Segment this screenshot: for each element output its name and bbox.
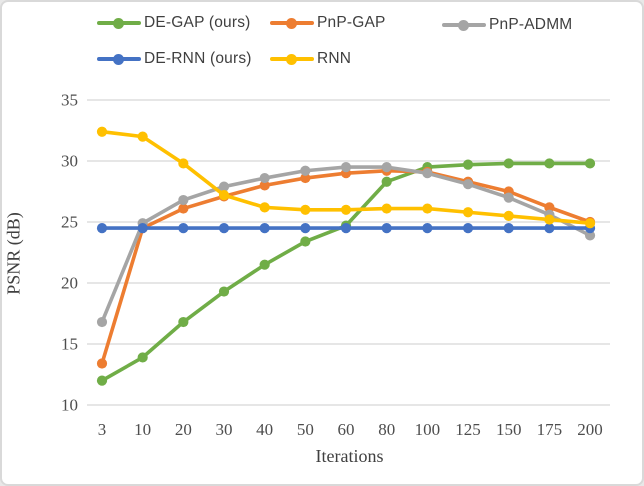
data-point-de-gap-ours-200: [584, 158, 596, 169]
legend-marker-pnp-admm: [442, 16, 486, 34]
series-de-rnn-ours: [96, 223, 596, 234]
x-tick-label: 80: [378, 420, 395, 439]
data-point-de-rnn-ours-50: [300, 223, 311, 234]
legend-marker-rnn: [270, 50, 314, 68]
x-tick-label: 200: [577, 420, 603, 439]
data-point-pnp-admm-30: [218, 181, 230, 192]
data-point-rnn-150: [503, 210, 514, 221]
data-point-rnn-175: [544, 214, 555, 225]
series-pnp-gap: [96, 165, 596, 369]
legend-label-pnp-gap: PnP-GAP: [317, 14, 386, 31]
chart-legend: DE-GAP (ours) PnP-GAP PnP-ADMM DE-RNN (o…: [2, 2, 642, 82]
x-tick-label: 10: [134, 420, 151, 439]
x-tick-label: 125: [455, 420, 481, 439]
legend-item-de-gap: DE-GAP (ours): [97, 12, 251, 34]
data-point-de-gap-ours-10: [137, 352, 148, 363]
legend-marker-de-gap: [97, 14, 141, 32]
data-point-pnp-admm-20: [178, 194, 189, 206]
data-point-de-rnn-ours-60: [340, 223, 352, 234]
data-point-rnn-80: [381, 203, 392, 214]
data-point-rnn-30: [218, 190, 230, 201]
data-point-rnn-3: [96, 126, 108, 137]
data-point-pnp-gap-175: [544, 202, 555, 213]
legend-label-pnp-admm: PnP-ADMM: [489, 16, 573, 33]
data-point-pnp-admm-3: [96, 316, 108, 328]
data-point-pnp-admm-50: [300, 165, 311, 176]
data-point-de-gap-ours-80: [381, 176, 392, 187]
y-tick-label: 10: [61, 396, 78, 415]
data-point-pnp-admm-200: [584, 230, 596, 241]
data-point-pnp-admm-80: [381, 162, 392, 173]
data-point-rnn-10: [137, 131, 148, 142]
x-tick-label: 100: [415, 420, 441, 439]
data-point-rnn-125: [462, 207, 474, 218]
y-tick-label: 20: [61, 274, 78, 293]
x-tick-label: 60: [338, 420, 355, 439]
data-point-de-rnn-ours-175: [544, 223, 555, 234]
x-tick-label: 150: [496, 420, 522, 439]
data-point-de-gap-ours-30: [218, 286, 230, 297]
y-tick-label: 25: [61, 213, 78, 232]
x-axis-title: Iterations: [315, 446, 384, 466]
data-point-de-rnn-ours-100: [422, 223, 433, 234]
data-point-de-rnn-ours-40: [259, 223, 270, 234]
legend-item-pnp-gap: PnP-GAP: [270, 12, 386, 34]
x-tick-label: 50: [297, 420, 314, 439]
legend-label-de-rnn: DE-RNN (ours): [144, 50, 252, 67]
data-point-de-gap-ours-3: [96, 375, 108, 386]
data-point-rnn-50: [300, 204, 311, 215]
data-point-de-rnn-ours-10: [137, 223, 148, 234]
legend-label-rnn: RNN: [317, 50, 352, 67]
legend-marker-pnp-gap: [270, 14, 314, 32]
x-tick-label: 40: [256, 420, 273, 439]
y-axis-title: PSNR (dB): [3, 212, 24, 295]
data-point-de-gap-ours-50: [300, 236, 311, 247]
series-de-gap-ours: [96, 158, 596, 386]
data-point-rnn-60: [340, 204, 352, 215]
data-point-de-gap-ours-125: [462, 159, 474, 170]
series-pnp-admm: [96, 162, 596, 328]
data-point-de-rnn-ours-20: [178, 223, 189, 234]
data-point-de-gap-ours-40: [259, 259, 270, 270]
data-point-de-rnn-ours-150: [503, 223, 514, 234]
data-point-de-rnn-ours-30: [218, 223, 230, 234]
data-point-de-rnn-ours-3: [96, 223, 108, 234]
data-point-de-gap-ours-20: [178, 316, 189, 328]
data-point-pnp-gap-3: [96, 358, 108, 369]
data-point-pnp-admm-150: [503, 192, 514, 203]
series-line-pnp-admm: [100, 165, 592, 324]
legend-label-de-gap: DE-GAP (ours): [144, 14, 251, 31]
data-point-rnn-200: [584, 218, 596, 229]
data-point-pnp-gap-40: [259, 180, 270, 191]
x-tick-label: 175: [537, 420, 563, 439]
data-point-de-gap-ours-150: [503, 158, 514, 169]
y-tick-label: 35: [61, 91, 78, 110]
data-point-pnp-admm-125: [462, 179, 474, 190]
data-point-pnp-admm-40: [259, 172, 270, 184]
data-point-rnn-40: [259, 202, 270, 213]
data-point-rnn-100: [422, 203, 433, 214]
data-point-de-rnn-ours-125: [462, 223, 474, 234]
data-point-pnp-gap-20: [178, 203, 189, 214]
legend-item-de-rnn: DE-RNN (ours): [97, 48, 252, 70]
y-tick-label: 15: [61, 335, 78, 354]
data-point-pnp-admm-60: [340, 162, 352, 173]
data-point-rnn-20: [178, 158, 189, 169]
data-point-de-gap-ours-175: [544, 158, 555, 169]
legend-marker-de-rnn: [97, 50, 141, 68]
x-tick-label: 3: [98, 420, 107, 439]
data-point-pnp-gap-50: [300, 172, 311, 184]
x-tick-label: 30: [216, 420, 233, 439]
data-point-de-rnn-ours-80: [381, 223, 392, 234]
y-tick-label: 30: [61, 152, 78, 171]
series-rnn: [96, 126, 596, 229]
data-point-pnp-admm-100: [422, 168, 433, 179]
legend-item-pnp-admm: PnP-ADMM: [442, 14, 572, 36]
x-tick-label: 20: [175, 420, 192, 439]
legend-item-rnn: RNN: [270, 48, 351, 70]
